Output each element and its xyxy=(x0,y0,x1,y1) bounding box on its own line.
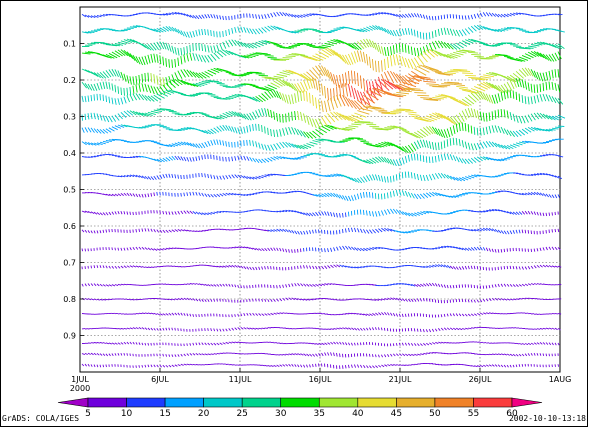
footer-timestamp: 2002-10-10-13:18 xyxy=(509,414,586,423)
footer-credit: GrADS: COLA/IGES xyxy=(2,414,79,423)
